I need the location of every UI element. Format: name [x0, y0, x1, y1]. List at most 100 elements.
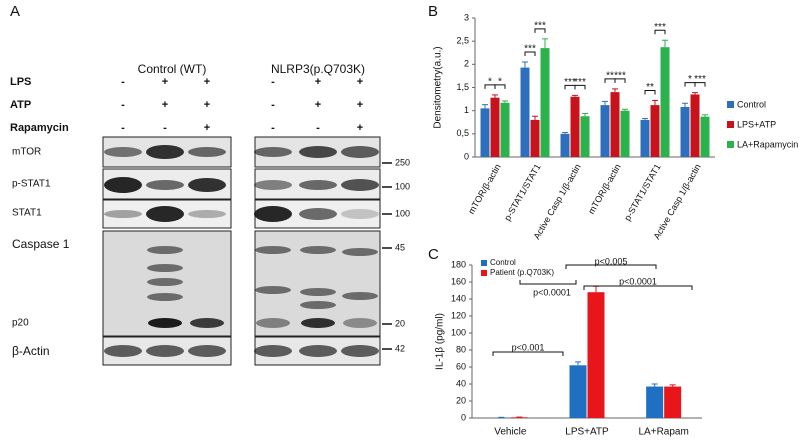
significance-bracket: [492, 351, 564, 356]
bar: [530, 119, 540, 157]
blot-band: [254, 180, 292, 190]
blot-band: [254, 147, 292, 157]
blot-band: [146, 145, 184, 159]
legend-swatch: [727, 141, 734, 148]
panel-label: B: [428, 3, 438, 20]
blot-band: [342, 248, 378, 256]
significance-label: ***: [534, 20, 546, 31]
significance-bracket: [583, 285, 693, 290]
blot-band: [104, 147, 142, 157]
y-tick-label: 100: [451, 327, 466, 337]
treatment-sign: -: [271, 122, 275, 134]
bar: [680, 106, 690, 157]
panel-label: A: [10, 3, 20, 20]
legend-swatch: [481, 260, 487, 266]
significance-label: ***: [524, 44, 536, 55]
treatment-sign: +: [204, 76, 210, 88]
y-tick-label: 0,5: [456, 128, 469, 138]
blot-band: [147, 264, 183, 272]
significance-bracket: [694, 82, 706, 87]
y-tick-label: 20: [456, 395, 466, 405]
y-tick-label: 2,5: [456, 36, 469, 46]
y-tick-label: 0: [464, 151, 469, 161]
blot-band: [342, 292, 378, 300]
treatment-sign: -: [121, 76, 125, 88]
bar: [646, 386, 664, 418]
bar: [569, 365, 587, 418]
blot-band: [299, 180, 337, 190]
treatment-sign: -: [121, 99, 125, 111]
blot-band: [104, 210, 142, 218]
significance-label: **: [646, 82, 654, 93]
bar: [600, 105, 610, 157]
significance-label: *: [498, 77, 502, 88]
significance-label: **: [606, 71, 614, 82]
significance-label: ***: [654, 22, 666, 33]
treatment-sign: +: [162, 76, 168, 88]
blot-band: [341, 209, 379, 219]
x-tick-label: LPS+ATP: [565, 427, 609, 438]
bar: [490, 97, 500, 157]
treatment-sign: +: [204, 99, 210, 111]
bar: [620, 110, 630, 157]
significance-label: ***: [614, 71, 626, 82]
blot-band: [188, 178, 226, 192]
significance-bracket: [574, 84, 586, 90]
y-axis-label: IL-1β (pg/ml): [435, 313, 446, 370]
legend-label: LPS+ATP: [737, 119, 776, 129]
legend-swatch: [481, 270, 487, 276]
legend-swatch: [727, 101, 734, 108]
marker-label: 45: [395, 242, 405, 252]
significance-bracket: [565, 264, 657, 269]
blot-band: [341, 179, 379, 191]
blot-label: STAT1: [12, 208, 42, 219]
blot-band: [254, 345, 292, 357]
treatment-sign: +: [357, 99, 363, 111]
legend-label: Patient (p.Q703K): [490, 268, 554, 277]
blot-band: [341, 146, 379, 158]
blot-band: [188, 210, 226, 218]
treatment-sign: -: [271, 99, 275, 111]
blot-band: [147, 293, 183, 301]
blot-label: β-Actin: [12, 344, 50, 358]
significance-bracket: [534, 28, 546, 33]
legend-label: LA+Rapamycin: [737, 139, 798, 149]
significance-bracket: [524, 51, 536, 57]
treatment-sign: +: [357, 76, 363, 88]
blot-band: [256, 318, 290, 328]
blot-band: [104, 177, 142, 193]
blot-band: [343, 318, 377, 328]
y-tick-label: 180: [451, 259, 466, 269]
treatment-sign: +: [204, 122, 210, 134]
blot-label: p20: [12, 318, 29, 329]
blot-band: [301, 318, 335, 328]
marker-label: 20: [395, 318, 405, 328]
blot-band: [254, 206, 292, 222]
bar: [580, 116, 590, 157]
bar: [640, 119, 650, 157]
bar: [690, 94, 700, 157]
bar: [540, 48, 550, 157]
blot-band: [300, 301, 336, 309]
x-tick-label: LA+Rapam: [639, 427, 689, 438]
significance-bracket: [494, 84, 506, 89]
bar: [610, 92, 620, 157]
blot-band: [147, 246, 183, 254]
y-tick-label: 1,5: [456, 82, 469, 92]
treatment-sign: +: [162, 99, 168, 111]
blot-label: mTOR: [12, 147, 41, 158]
bar: [660, 47, 670, 157]
bar: [480, 108, 490, 157]
blot-band: [190, 318, 224, 328]
significance-bracket: [614, 78, 626, 83]
y-tick-label: 1: [464, 105, 469, 115]
y-tick-label: 120: [451, 310, 466, 320]
y-tick-label: 40: [456, 378, 466, 388]
marker-label: 100: [395, 208, 410, 218]
blot-band: [299, 208, 337, 220]
bar: [560, 133, 570, 157]
group-header: NLRP3(p.Q703K): [271, 62, 365, 76]
blot-label: Caspase 1: [12, 237, 70, 251]
y-tick-label: 0: [461, 412, 466, 422]
